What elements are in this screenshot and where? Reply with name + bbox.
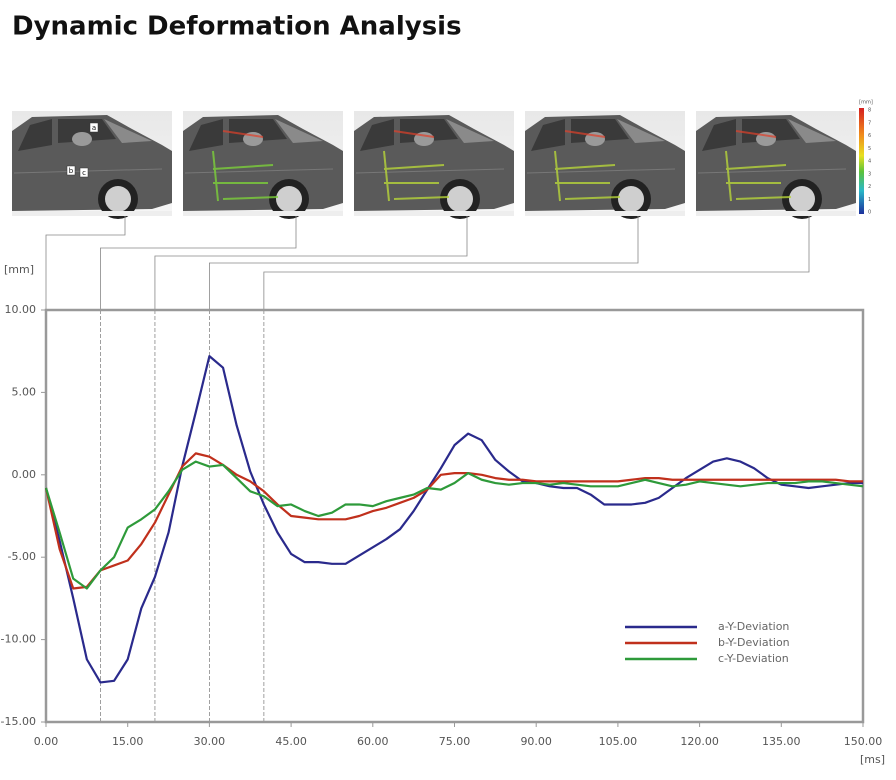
image-ground	[525, 211, 685, 216]
connector	[100, 216, 297, 310]
y-axis-label: [mm]	[4, 263, 34, 276]
colorbar-label: [mm]	[859, 100, 873, 106]
series-line	[44, 355, 863, 684]
point-label-box	[89, 122, 99, 133]
connector	[208, 216, 639, 310]
colorbar-tick-label: 2	[868, 184, 871, 190]
x-tick-label: 30.00	[194, 735, 226, 748]
car-mirror	[72, 132, 92, 146]
car-window-glare	[446, 119, 494, 143]
car-window-glare	[788, 119, 836, 143]
x-tick-label: 105.00	[599, 735, 638, 748]
connector	[154, 216, 468, 310]
y-tick-label: -15.00	[1, 715, 36, 728]
colorbar-tick-label: 6	[868, 133, 871, 139]
y-tick-label: -10.00	[1, 633, 36, 646]
car-window	[702, 119, 800, 151]
colorbar-tick-label: 0	[868, 210, 871, 216]
connector	[45, 216, 126, 310]
car-rim	[789, 186, 815, 212]
series-line	[44, 460, 864, 590]
image-ground	[696, 211, 856, 216]
x-tick-label: 0.00	[34, 735, 59, 748]
deformation-overlay	[735, 130, 777, 138]
colorbar-tick-label: 4	[868, 159, 871, 165]
car-line	[526, 168, 676, 174]
car-window	[189, 119, 287, 151]
x-tick-label: 135.00	[762, 735, 801, 748]
x-tick-label: 75.00	[439, 735, 471, 748]
point-label-box	[79, 167, 89, 178]
x-axis-label: [ms]	[860, 753, 885, 766]
car-window-glare	[617, 119, 665, 143]
point-label: c	[82, 169, 86, 177]
deformation-overlay	[564, 130, 606, 138]
car-window-glare	[275, 119, 323, 143]
colorbar-tick-label: 7	[868, 120, 871, 126]
deformation-overlay	[393, 130, 435, 138]
chart-title: Dynamic Deformation Analysis	[12, 12, 462, 42]
deformation-overlay	[222, 130, 264, 138]
x-tick-label: 90.00	[520, 735, 552, 748]
x-tick-label: 60.00	[357, 735, 389, 748]
car-rim	[105, 186, 131, 212]
y-tick-label: 0.00	[12, 468, 37, 481]
series-line	[44, 452, 863, 590]
y-tick-label: 5.00	[12, 385, 37, 398]
colorbar-tick-label: 1	[868, 197, 871, 203]
car-line	[697, 168, 847, 174]
x-tick-label: 120.00	[680, 735, 719, 748]
deformation-overlay	[383, 150, 450, 202]
x-tick-label: 15.00	[112, 735, 144, 748]
image-ground	[12, 211, 172, 216]
car-line	[355, 168, 505, 174]
point-label: a	[92, 124, 96, 132]
car-window	[360, 119, 458, 151]
deformation-overlay	[725, 150, 792, 202]
car-image	[525, 111, 685, 219]
legend-label: a-Y-Deviation	[718, 620, 789, 633]
legend-label: c-Y-Deviation	[718, 652, 789, 665]
image-ground	[354, 211, 514, 216]
colorbar-tick-label: 8	[868, 108, 871, 114]
car-rim	[618, 186, 644, 212]
colorbar-tick-label: 3	[868, 171, 871, 177]
image-ground	[183, 211, 343, 216]
legend-label: b-Y-Deviation	[718, 636, 790, 649]
car-window	[531, 119, 629, 151]
car-rim	[276, 186, 302, 212]
x-tick-label: 150.00	[844, 735, 883, 748]
x-tick-label: 45.00	[275, 735, 307, 748]
deformation-overlay	[212, 150, 279, 202]
car-image	[183, 111, 343, 219]
connector	[263, 216, 810, 310]
y-tick-label: -5.00	[8, 550, 36, 563]
car-line	[184, 168, 334, 174]
car-rim	[447, 186, 473, 212]
point-label-box	[66, 165, 76, 176]
car-window-glare	[104, 119, 152, 143]
car-image	[354, 111, 514, 219]
point-label: b	[69, 167, 74, 175]
deformation-overlay	[554, 150, 621, 202]
colorbar	[859, 108, 864, 214]
car-image	[696, 111, 856, 219]
colorbar-tick-label: 5	[868, 146, 871, 152]
y-tick-label: 10.00	[5, 303, 37, 316]
